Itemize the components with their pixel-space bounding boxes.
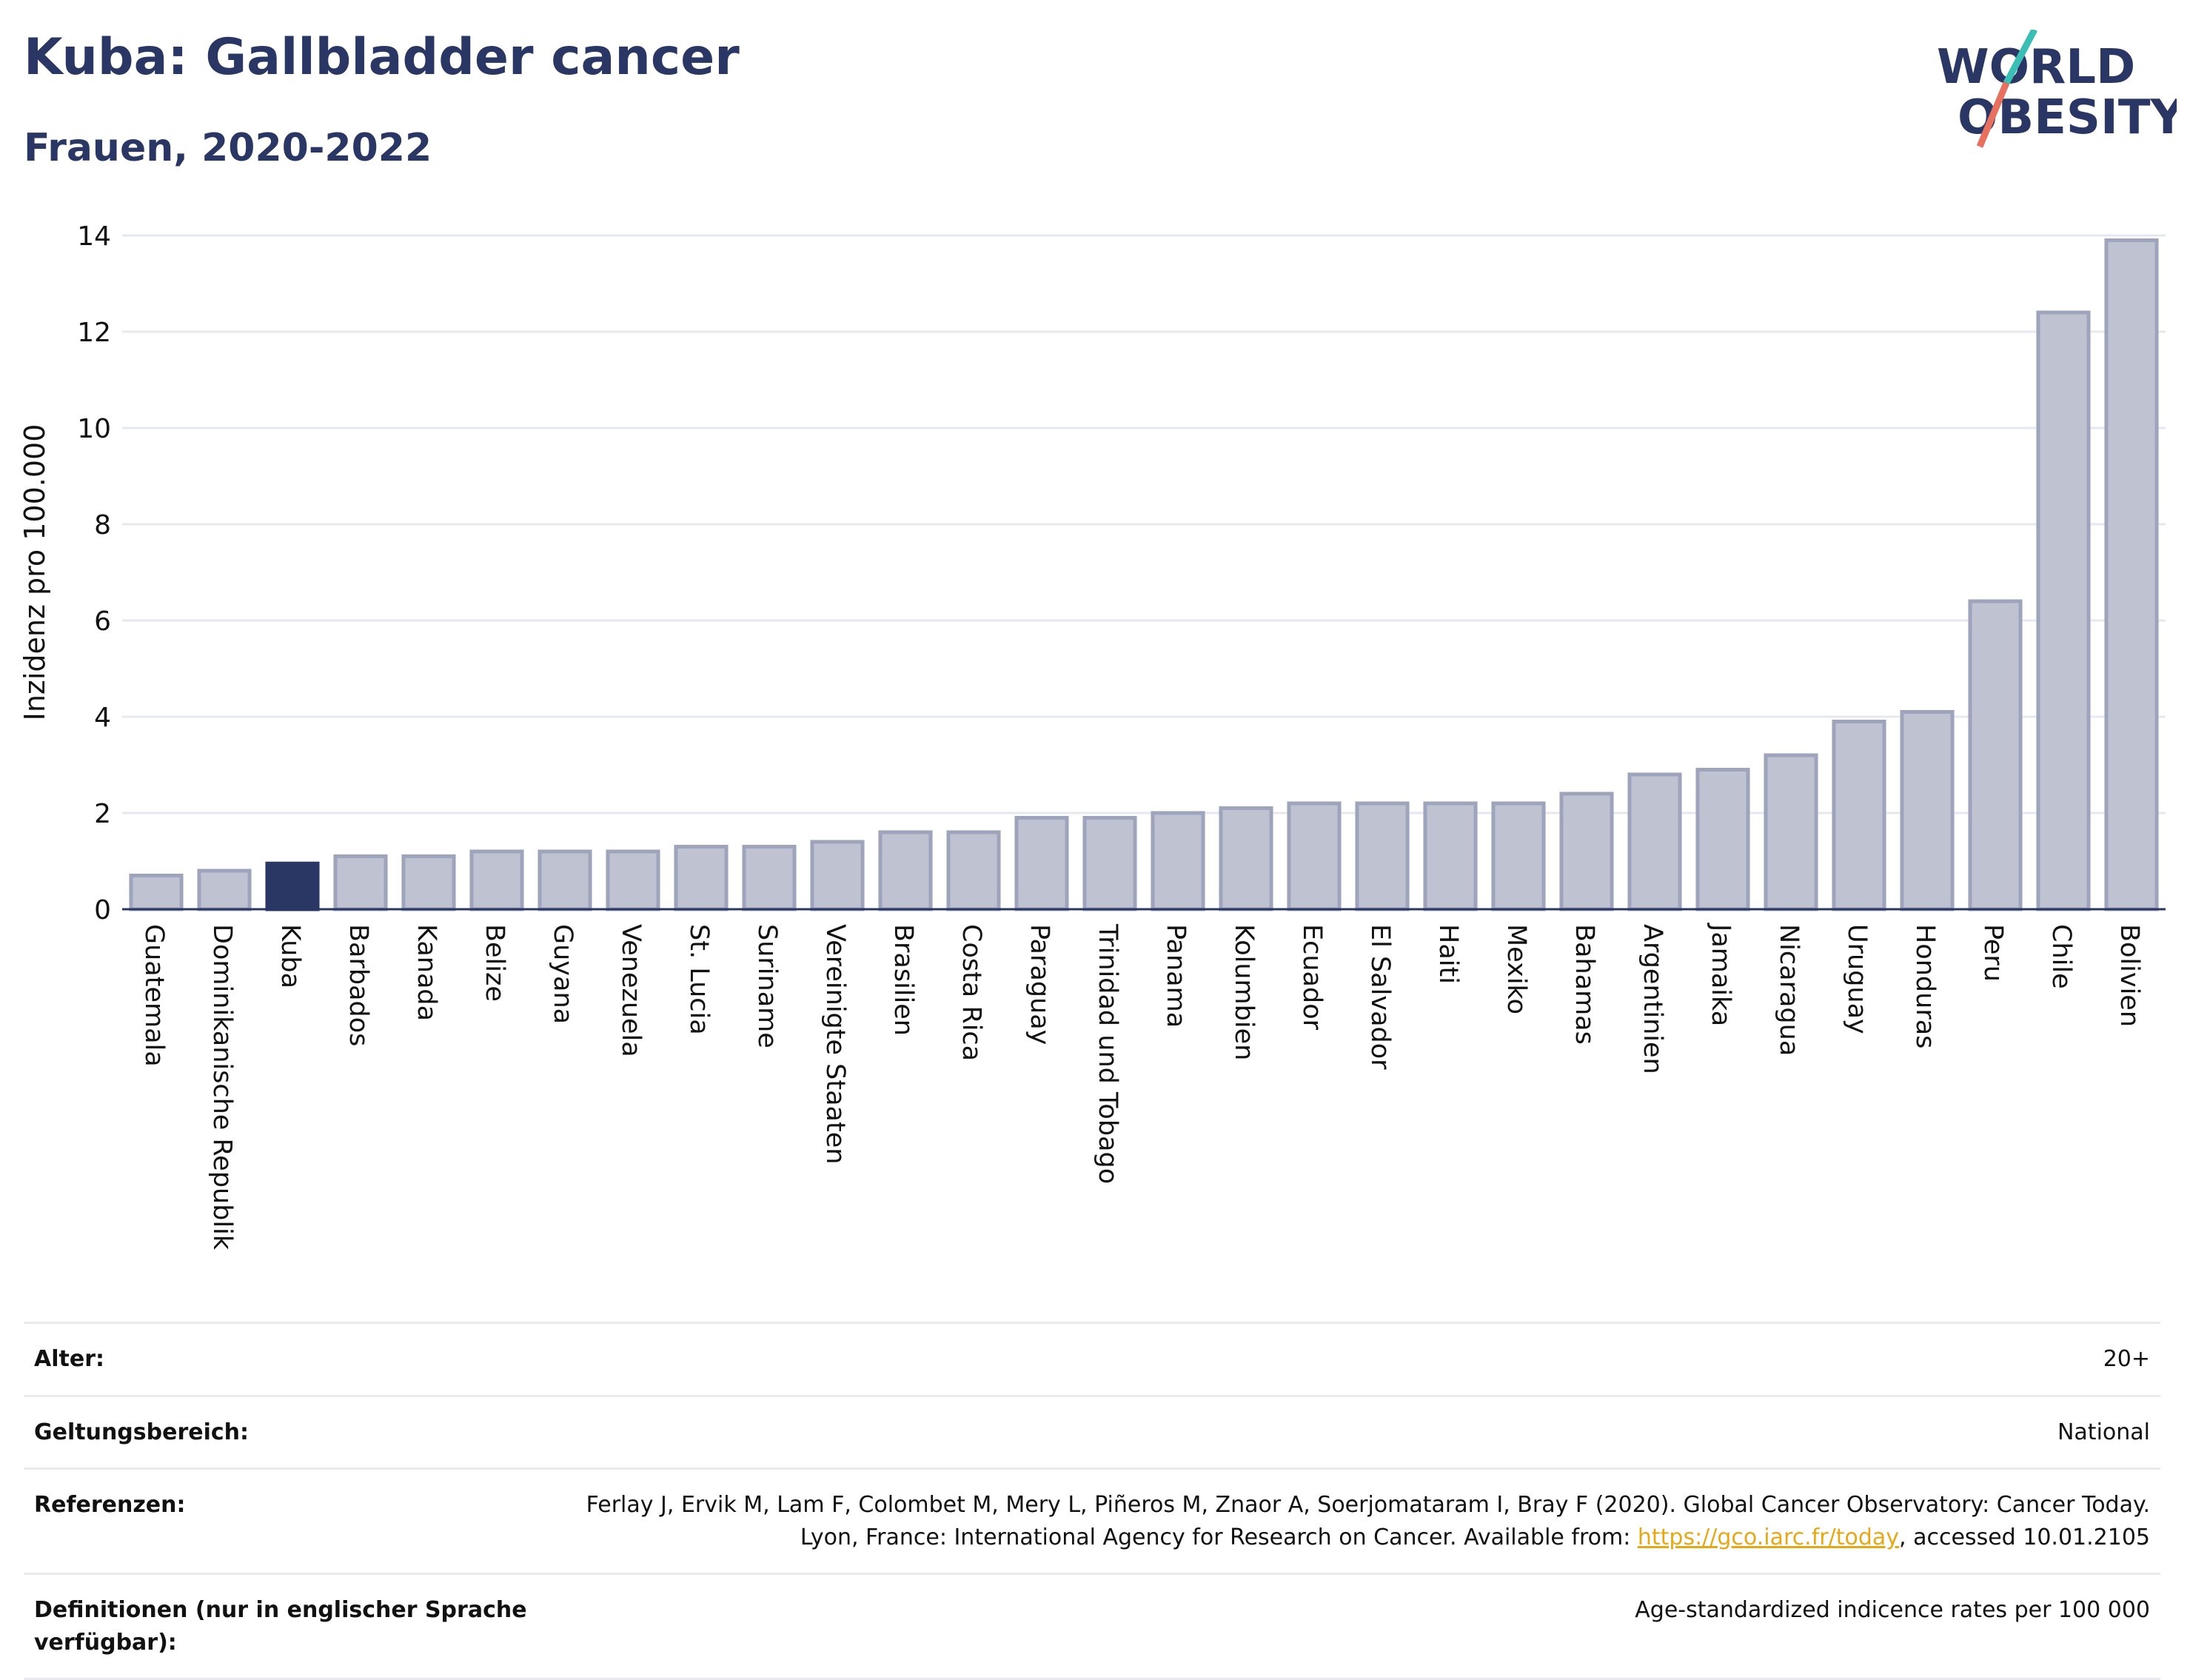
bar-nicaragua[interactable] bbox=[1764, 753, 1818, 911]
logo-slash-teal bbox=[2003, 30, 2037, 85]
bar-suriname[interactable] bbox=[742, 845, 797, 911]
x-tick-label: Brasilien bbox=[888, 924, 918, 1036]
bar-guyana[interactable] bbox=[538, 849, 592, 911]
x-tick-label: Costa Rica bbox=[957, 924, 986, 1061]
x-tick-label: El Salvador bbox=[1365, 924, 1395, 1070]
meta-row-scope: Geltungsbereich: National bbox=[24, 1394, 2160, 1468]
bar-mexiko[interactable] bbox=[1491, 801, 1546, 911]
scope-label: Geltungsbereich: bbox=[34, 1419, 250, 1445]
x-tick-label: Kuba bbox=[275, 924, 305, 988]
meta-row-age: Alter: 20+ bbox=[24, 1322, 2160, 1395]
y-axis-title: Inzidenz pro 100.000 bbox=[19, 424, 51, 721]
y-tick-label: 8 bbox=[94, 510, 111, 541]
x-tick-label: Paraguay bbox=[1025, 924, 1054, 1045]
x-tick-label: Chile bbox=[2046, 924, 2076, 989]
definitions-label: Definitionen (nur in englischer Sprache … bbox=[34, 1597, 527, 1656]
x-axis-labels: Guatemala Dominikanische Republik Kuba Barb… bbox=[139, 923, 2144, 1251]
bar-guatemala[interactable] bbox=[129, 874, 184, 911]
y-tick-label: 14 bbox=[77, 221, 111, 252]
x-tick-label: Mexiko bbox=[1501, 924, 1531, 1014]
y-tick-label: 6 bbox=[94, 606, 111, 637]
x-tick-label: Ecuador bbox=[1297, 924, 1327, 1031]
references-link[interactable]: https://gco.iarc.fr/today bbox=[1637, 1524, 1900, 1550]
references-accessed: , accessed 10.01.2105 bbox=[1899, 1524, 2150, 1550]
x-tick-label: Kolumbien bbox=[1229, 924, 1259, 1060]
bar-belize[interactable] bbox=[469, 849, 524, 911]
x-tick-label: Vereinigte Staaten bbox=[820, 924, 850, 1164]
bar-panama[interactable] bbox=[1151, 811, 1205, 911]
references-text: Ferlay J, Ervik M, Lam F, Colombet M, Me… bbox=[586, 1492, 2150, 1550]
x-tick-label: Kanada bbox=[412, 924, 441, 1021]
y-tick-label: 4 bbox=[94, 703, 111, 733]
y-tick-label: 0 bbox=[94, 895, 111, 926]
world-obesity-logo[interactable]: WORLD OBESITY bbox=[1925, 30, 2177, 163]
bars bbox=[129, 238, 2159, 911]
bar-chile[interactable] bbox=[2036, 310, 2091, 911]
bar-venezuela[interactable] bbox=[606, 849, 660, 911]
references-value: Ferlay J, Ervik M, Lam F, Colombet M, Me… bbox=[558, 1489, 2150, 1553]
x-tick-label: Argentinien bbox=[1638, 924, 1667, 1074]
bar-bolivien[interactable] bbox=[2104, 238, 2159, 911]
x-tick-label: Uruguay bbox=[1842, 924, 1872, 1034]
x-tick-label: St. Lucia bbox=[684, 924, 714, 1035]
y-tick-label: 2 bbox=[94, 799, 111, 829]
bar-ecuador[interactable] bbox=[1287, 801, 1342, 911]
bar-kanada[interactable] bbox=[401, 854, 456, 911]
x-tick-label: Guatemala bbox=[139, 924, 169, 1067]
page-subtitle: Frauen, 2020-2022 bbox=[24, 126, 432, 170]
x-tick-label: Honduras bbox=[1910, 924, 1940, 1048]
bar-dominikanische-republik[interactable] bbox=[197, 869, 252, 911]
x-tick-label: Suriname bbox=[752, 924, 782, 1048]
bar-el-salvador[interactable] bbox=[1355, 801, 1410, 911]
bar-uruguay[interactable] bbox=[1832, 720, 1886, 911]
references-label: Referenzen: bbox=[34, 1492, 186, 1518]
bar-kolumbien[interactable] bbox=[1219, 806, 1273, 911]
bar-vereinigte-staaten[interactable] bbox=[810, 840, 865, 911]
x-tick-label: Haiti bbox=[1433, 924, 1463, 984]
x-tick-label: Venezuela bbox=[616, 924, 646, 1057]
x-tick-label: Barbados bbox=[344, 924, 373, 1046]
meta-row-definitions: Definitionen (nur in englischer Sprache … bbox=[24, 1573, 2160, 1680]
bar-argentinien[interactable] bbox=[1627, 772, 1682, 911]
y-axis-ticks: 0 2 4 6 8 10 12 14 bbox=[77, 221, 111, 926]
bar-bahamas[interactable] bbox=[1559, 792, 1614, 911]
bar-paraguay[interactable] bbox=[1014, 816, 1069, 911]
age-value: 20+ bbox=[2103, 1346, 2150, 1372]
bar-barbados[interactable] bbox=[333, 854, 388, 911]
bar-kuba[interactable] bbox=[265, 861, 320, 911]
bar-jamaika[interactable] bbox=[1695, 768, 1750, 911]
x-tick-label: Bolivien bbox=[2114, 924, 2144, 1027]
age-label: Alter: bbox=[34, 1346, 104, 1372]
x-tick-label: Bahamas bbox=[1570, 924, 1599, 1045]
x-tick-label: Nicaragua bbox=[1774, 924, 1804, 1056]
x-tick-label: Panama bbox=[1161, 924, 1191, 1028]
x-tick-label: Trinidad und Tobago bbox=[1093, 923, 1122, 1184]
x-tick-label: Guyana bbox=[548, 924, 577, 1024]
bar-chart: 0 2 4 6 8 10 12 14 Guatemala Dominikanische Repu… bbox=[19, 221, 2166, 1251]
definitions-value: Age-standardized indicence rates per 100… bbox=[1635, 1597, 2150, 1623]
x-tick-label: Peru bbox=[1978, 924, 2008, 982]
y-tick-label: 12 bbox=[77, 318, 111, 348]
bar-haiti[interactable] bbox=[1423, 801, 1478, 911]
bar-brasilien[interactable] bbox=[878, 830, 933, 911]
x-tick-label: Belize bbox=[480, 924, 509, 1002]
y-tick-label: 10 bbox=[77, 414, 111, 444]
metadata-table: Alter: 20+ Geltungsbereich: National Ref… bbox=[24, 1322, 2160, 1680]
bar-costa-rica[interactable] bbox=[946, 830, 1001, 911]
gridlines bbox=[122, 234, 2166, 814]
meta-row-references: Referenzen: Ferlay J, Ervik M, Lam F, Co… bbox=[24, 1468, 2160, 1573]
bar-trinidad-und-tobago[interactable] bbox=[1082, 816, 1137, 911]
logo-word-world: WORLD bbox=[1937, 40, 2135, 95]
bar-peru[interactable] bbox=[1968, 599, 2023, 911]
x-tick-label: Dominikanische Republik bbox=[207, 924, 237, 1251]
logo-slash-coral bbox=[1976, 81, 2010, 148]
bar-st-lucia[interactable] bbox=[674, 845, 729, 911]
bar-honduras[interactable] bbox=[1900, 710, 1955, 911]
x-tick-label: Jamaika bbox=[1706, 923, 1735, 1026]
page-title: Kuba: Gallbladder cancer bbox=[24, 28, 740, 87]
scope-value: National bbox=[2057, 1419, 2150, 1445]
